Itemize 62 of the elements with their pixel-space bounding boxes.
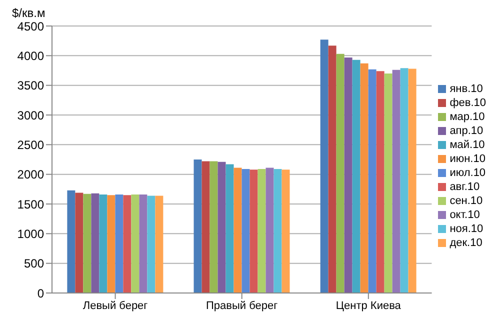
bar xyxy=(352,60,360,293)
legend-label: апр.10 xyxy=(450,124,484,136)
y-tick-label: 1500 xyxy=(17,197,44,212)
bar xyxy=(147,196,156,293)
bar xyxy=(320,40,328,293)
bar xyxy=(91,193,100,293)
x-tick-label: Правый берег xyxy=(206,300,278,312)
legend-label: ноя.10 xyxy=(450,222,484,234)
x-tick-label: Центр Киева xyxy=(336,300,402,312)
bar xyxy=(328,46,336,293)
bar xyxy=(336,54,344,293)
y-tick-label: 3000 xyxy=(17,108,44,122)
bar xyxy=(234,168,242,293)
bar xyxy=(107,195,116,293)
bar xyxy=(400,68,408,293)
bar xyxy=(123,195,132,293)
bar xyxy=(83,194,92,293)
legend-label: июн.10 xyxy=(450,152,486,164)
bar xyxy=(99,194,108,293)
bar xyxy=(408,68,416,293)
y-tick-label: 4000 xyxy=(17,48,44,63)
bar xyxy=(155,196,164,293)
y-tick-label: 0 xyxy=(37,286,44,300)
legend-label: окт.10 xyxy=(450,208,480,220)
bar xyxy=(368,69,376,293)
legend-label: июл.10 xyxy=(450,166,486,178)
bar xyxy=(376,71,384,293)
y-tick-label: 4500 xyxy=(17,19,44,34)
legend-label: авг.10 xyxy=(450,180,480,192)
bar xyxy=(392,70,400,293)
legend-label: фев.10 xyxy=(450,96,486,108)
y-tick-label: 3500 xyxy=(17,78,44,93)
legend-label: сен.10 xyxy=(450,194,483,206)
y-tick-label: 500 xyxy=(24,256,44,271)
bar xyxy=(67,190,76,293)
legend-label: янв.10 xyxy=(450,82,483,94)
bar xyxy=(115,194,124,293)
bar xyxy=(250,170,258,293)
bar xyxy=(344,57,352,293)
legend-label: дек.10 xyxy=(450,236,482,248)
bar xyxy=(282,170,290,293)
y-axis-title: $/кв.м xyxy=(12,6,46,20)
bar xyxy=(258,168,266,293)
bar xyxy=(75,192,84,293)
legend-label: май.10 xyxy=(450,138,485,150)
bar xyxy=(274,168,282,293)
y-tick-label: 2500 xyxy=(17,138,44,152)
legend-label: мар.10 xyxy=(450,110,485,122)
bar xyxy=(242,168,250,293)
bar xyxy=(226,164,234,293)
bar xyxy=(266,168,274,293)
bar xyxy=(139,194,148,293)
bar xyxy=(218,162,226,293)
bar xyxy=(360,63,368,293)
y-tick-label: 1000 xyxy=(17,226,44,241)
x-tick-label: Левый берег xyxy=(82,300,148,312)
bar xyxy=(384,73,392,293)
y-tick-label: 2000 xyxy=(17,168,44,182)
bar xyxy=(210,161,218,293)
bar xyxy=(202,161,210,293)
bar xyxy=(131,194,140,293)
bar xyxy=(194,160,202,293)
